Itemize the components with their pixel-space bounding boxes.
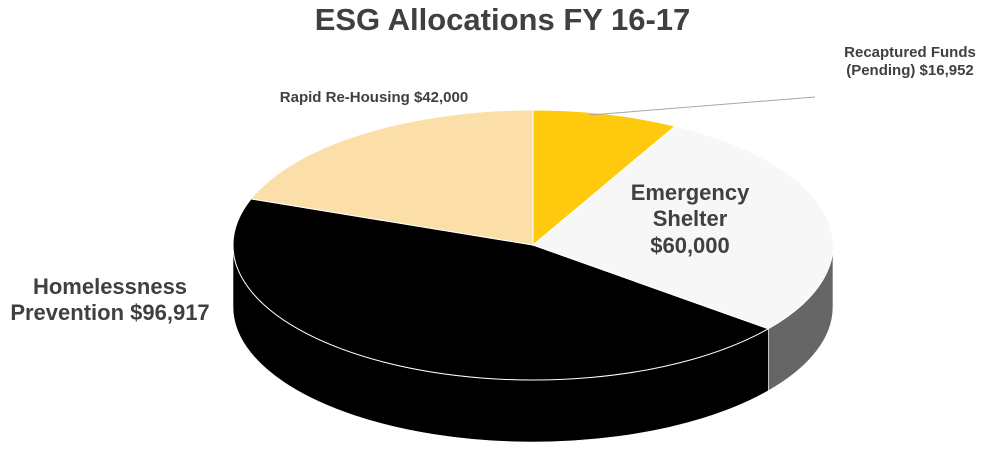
- data-label: Homelessness Prevention $96,917: [0, 274, 220, 327]
- slice: [532, 125, 834, 392]
- value-label: $42,000: [413, 89, 469, 106]
- category-label: Recaptured Funds (Pending): [844, 44, 976, 79]
- slice-top: [250, 109, 534, 246]
- chart-title: ESG Allocations FY 16-17: [314, 2, 691, 37]
- slice-top: [532, 125, 834, 330]
- category-label: Rapid Re-Housing: [279, 89, 410, 106]
- value-label: $16,952: [919, 62, 974, 79]
- data-label: Recaptured Funds (Pending) $16,952: [810, 44, 1005, 80]
- slice-top: [232, 198, 770, 381]
- category-label: Homelessness Prevention: [10, 274, 188, 326]
- slice: [232, 198, 770, 443]
- leader-line: [589, 96, 816, 116]
- data-label: Rapid Re-Housing $42,000: [279, 89, 469, 107]
- value-label: $96,917: [130, 300, 210, 326]
- data-label: Emergency Shelter $60,000: [615, 180, 765, 259]
- value-label: $60,000: [650, 232, 730, 258]
- slice: [250, 109, 534, 246]
- category-label: Emergency Shelter: [630, 180, 750, 232]
